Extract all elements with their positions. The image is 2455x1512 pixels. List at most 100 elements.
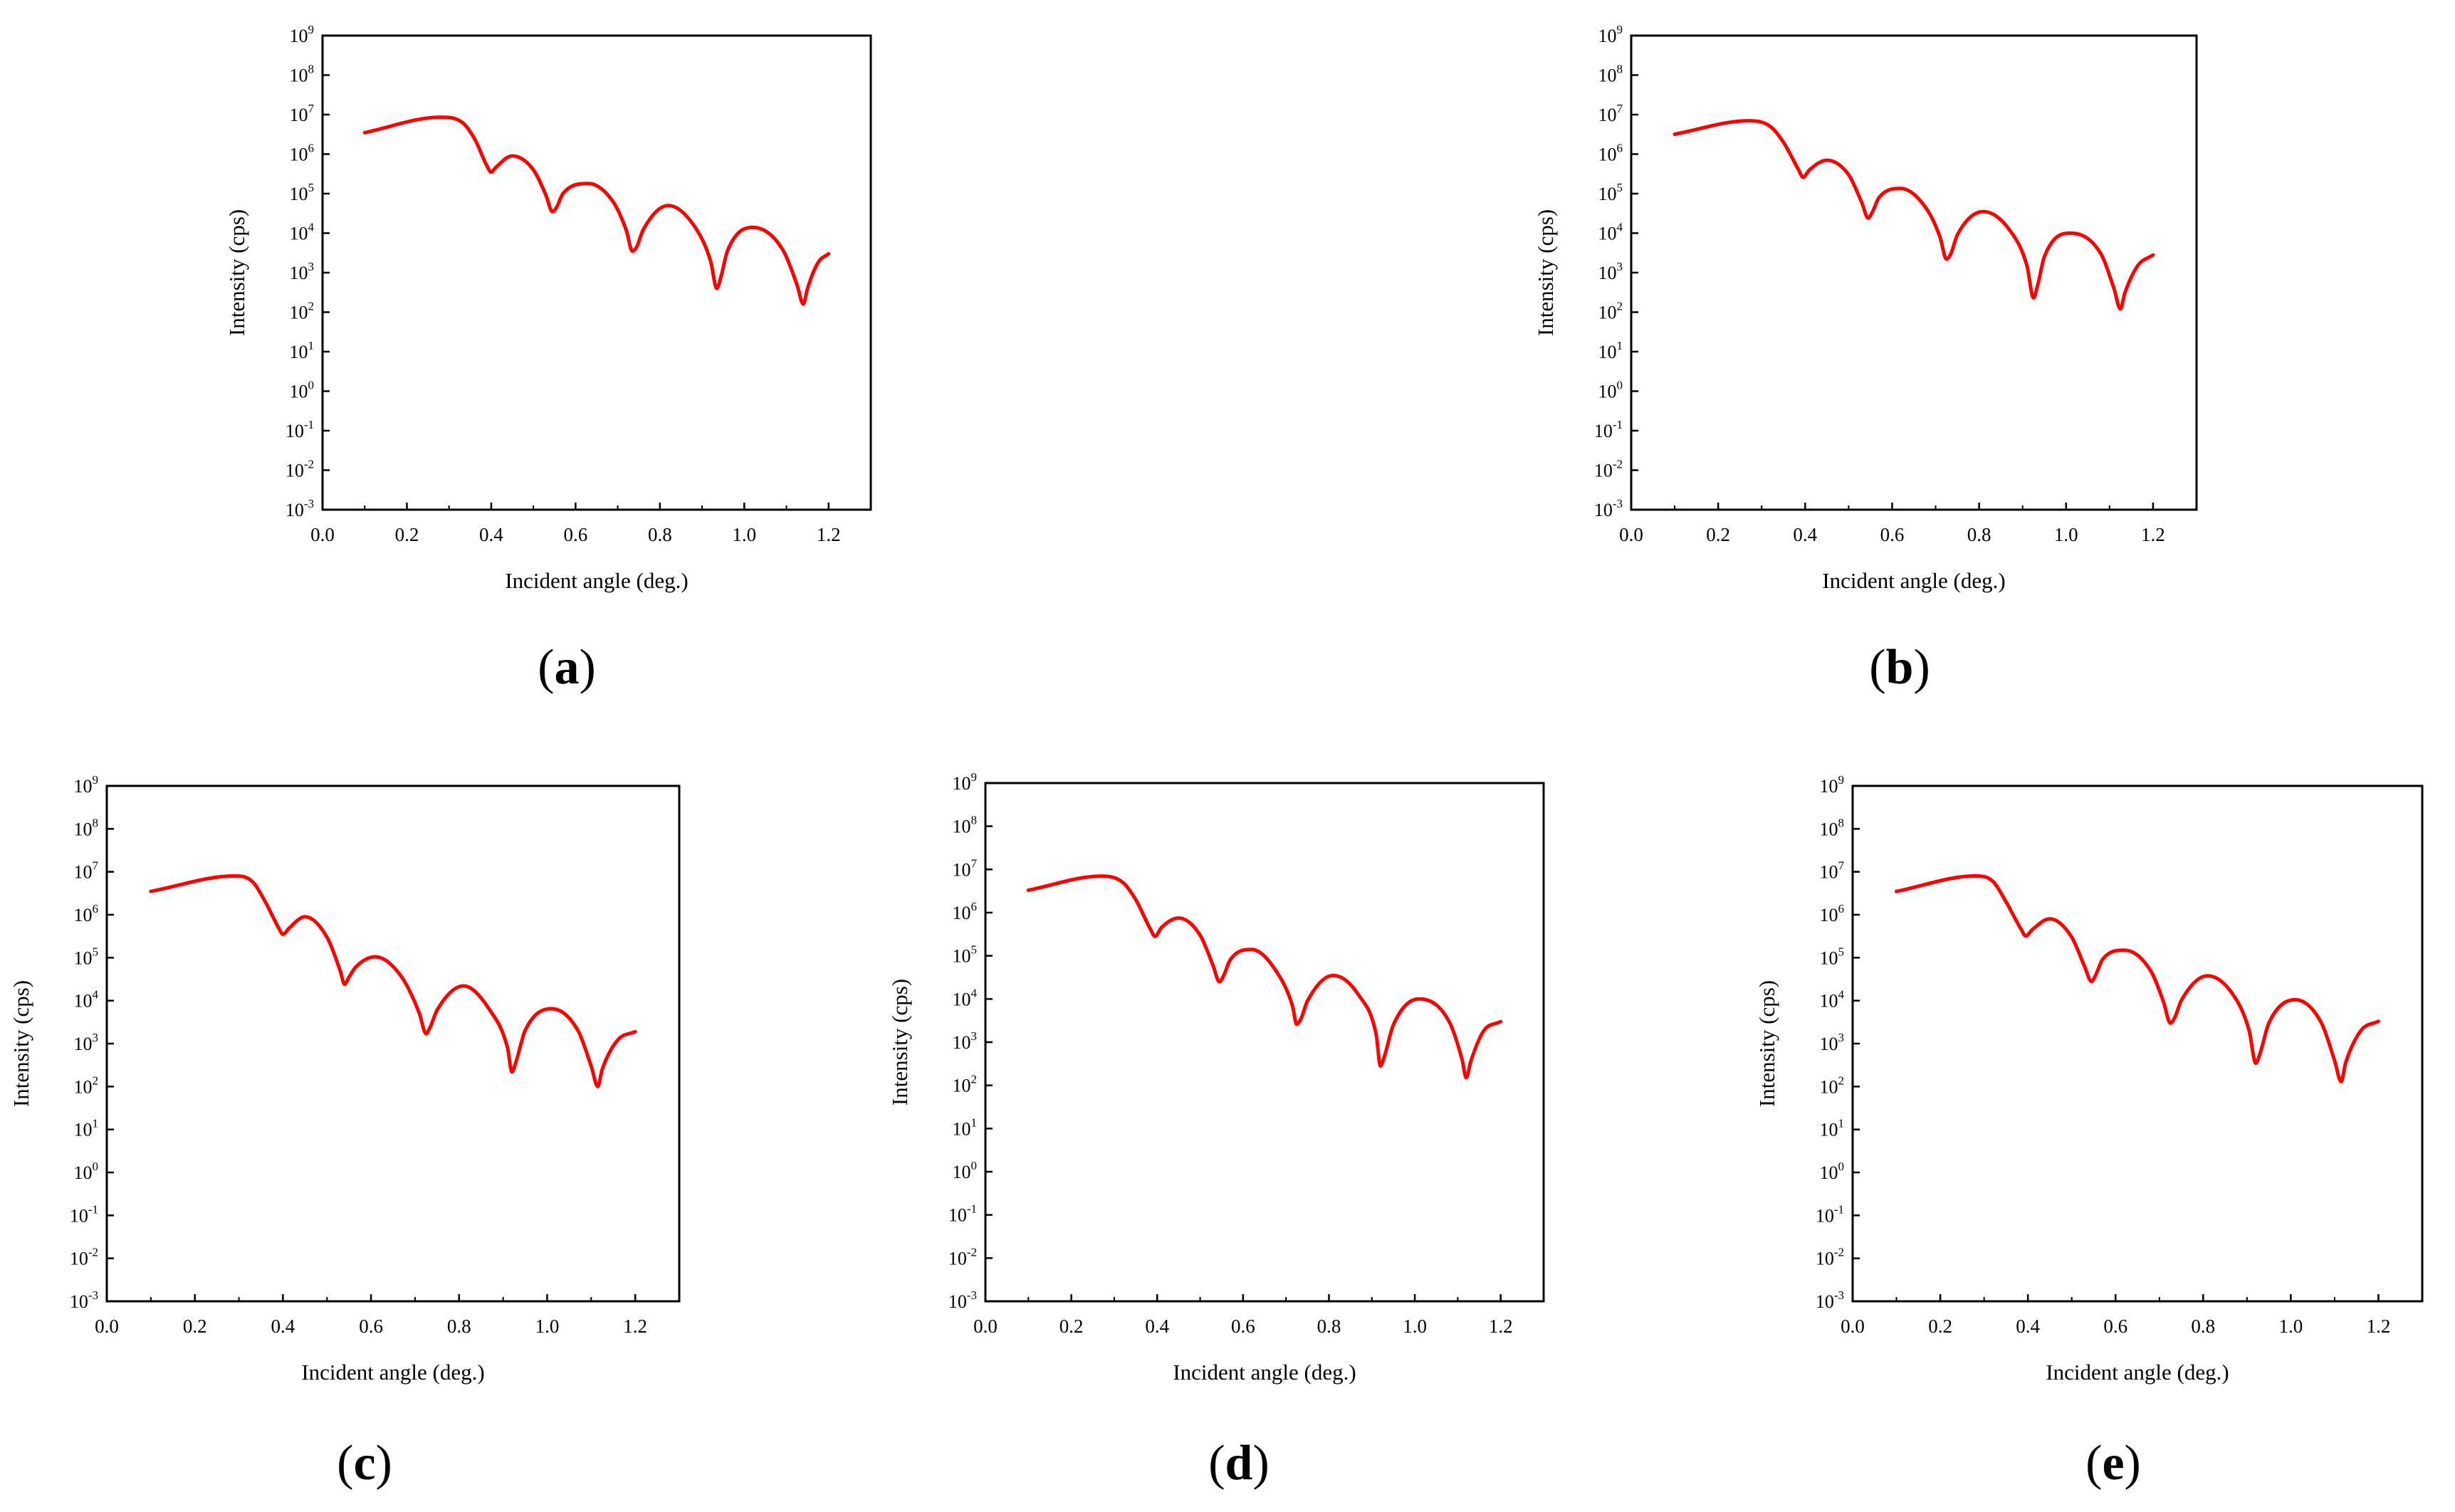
y-tick-label: 10-1 [1816, 1202, 1844, 1226]
x-tick-label: 0.8 [1317, 1316, 1341, 1337]
y-tick-label: 10-1 [286, 418, 314, 441]
y-tick-label: 104 [290, 221, 315, 244]
y-tick-label: 107 [290, 102, 315, 125]
x-axis-title: Incident angle (deg.) [301, 1360, 484, 1385]
y-tick-label: 104 [1598, 221, 1623, 244]
y-tick-label: 109 [290, 23, 315, 46]
y-tick-label: 105 [953, 943, 978, 967]
y-tick-label: 10-1 [70, 1202, 98, 1226]
y-tick-label: 103 [290, 260, 315, 283]
x-tick-label: 0.0 [973, 1316, 998, 1337]
x-tick-label: 0.2 [1928, 1316, 1952, 1337]
x-tick-label: 1.0 [2054, 524, 2078, 545]
y-tick-label: 106 [1820, 902, 1845, 925]
panel-a: 0.0 0.2 0.4 0.6 0.8 1.0 1.2 10-3 10-2 10-1 100 101 1… [224, 23, 872, 695]
x-axis-title: Incident angle (deg.) [2046, 1360, 2229, 1385]
y-tick-label: 102 [74, 1073, 99, 1097]
x-tick-label: 1.2 [2367, 1316, 2391, 1337]
y-tick-label: 100 [290, 379, 315, 402]
x-tick-label: 0.2 [183, 1316, 207, 1337]
x-tick-label: 0.0 [1841, 1316, 1865, 1337]
y-tick-label: 107 [1598, 102, 1623, 125]
x-tick-label: 0.8 [1967, 524, 1991, 545]
x-tick-label: 0.2 [1059, 1316, 1084, 1337]
y-axis-title: Intensity (cps) [224, 209, 249, 336]
y-tick-label: 101 [1820, 1117, 1845, 1140]
panel-d: 0.0 0.2 0.4 0.6 0.8 1.0 1.2 10-3 10-2 10-1 100 101 1… [887, 770, 1545, 1491]
y-tick-label: 105 [74, 945, 99, 968]
x-tick-label: 0.6 [1231, 1316, 1255, 1337]
x-tick-label: 0.4 [2016, 1316, 2040, 1337]
y-tick-label: 106 [74, 902, 99, 925]
x-tick-label: 0.0 [95, 1316, 119, 1337]
y-tick-label: 109 [1598, 23, 1623, 46]
x-tick-label: 0.4 [1793, 524, 1817, 545]
y-tick-label: 109 [1820, 773, 1845, 797]
y-tick-label: 102 [290, 300, 315, 323]
series-line-reflectivity [1673, 119, 2155, 311]
panel-label: (e) [2085, 1436, 2141, 1491]
x-tick-label: 0.6 [2103, 1316, 2127, 1337]
y-tick-label: 10-3 [1816, 1288, 1844, 1312]
y-tick-label: 100 [74, 1160, 99, 1183]
plot-frame [105, 784, 681, 1303]
x-axis-title: Incident angle (deg.) [1822, 568, 2005, 593]
y-tick-label: 105 [1598, 181, 1623, 204]
y-tick-label: 101 [74, 1117, 99, 1140]
series-line-reflectivity [149, 874, 637, 1088]
y-tick-label: 10-1 [1594, 418, 1623, 441]
y-axis-title: Intensity (cps) [1533, 209, 1558, 336]
x-tick-label: 0.8 [2191, 1316, 2215, 1337]
y-tick-label: 100 [1598, 379, 1623, 402]
y-tick-label: 103 [953, 1029, 978, 1053]
y-tick-label: 10-3 [70, 1288, 98, 1312]
y-tick-label: 109 [74, 773, 99, 797]
y-axis-title: Intensity (cps) [887, 979, 912, 1106]
x-tick-label: 1.2 [817, 524, 841, 545]
y-tick-label: 108 [1820, 816, 1845, 839]
y-tick-label: 101 [1598, 339, 1623, 362]
x-tick-label: 0.6 [564, 524, 588, 545]
x-tick-label: 1.0 [535, 1316, 560, 1337]
y-tick-label: 108 [290, 63, 315, 86]
y-axis-title: Intensity (cps) [1754, 980, 1779, 1107]
panel-e: 0.0 0.2 0.4 0.6 0.8 1.0 1.2 10-3 10-2 10-1 100 101 1… [1754, 773, 2424, 1491]
plot-frame [1630, 34, 2198, 511]
y-tick-label: 10-2 [70, 1246, 98, 1269]
y-axis-title: Intensity (cps) [9, 980, 33, 1107]
x-tick-label: 0.8 [447, 1316, 471, 1337]
y-tick-label: 106 [953, 900, 978, 923]
plot-frame [984, 782, 1545, 1303]
y-tick-label: 108 [74, 816, 99, 839]
y-tick-label: 107 [1820, 859, 1845, 883]
y-tick-label: 106 [1598, 142, 1623, 165]
x-tick-label: 0.0 [310, 524, 335, 545]
y-tick-label: 10-2 [948, 1245, 977, 1269]
y-tick-label: 107 [74, 859, 99, 883]
y-tick-label: 10-3 [1594, 497, 1623, 520]
y-tick-label: 102 [953, 1073, 978, 1096]
y-tick-label: 105 [1820, 945, 1845, 968]
y-tick-label: 100 [953, 1159, 978, 1182]
panel-c: 0.0 0.2 0.4 0.6 0.8 1.0 1.2 10-3 10-2 10-1 100 101 1… [9, 773, 681, 1491]
x-tick-label: 1.2 [2141, 524, 2165, 545]
y-tick-label: 100 [1820, 1160, 1845, 1183]
x-tick-label: 0.2 [395, 524, 419, 545]
panel-label: (a) [538, 640, 596, 695]
x-tick-label: 0.2 [1706, 524, 1730, 545]
y-tick-label: 10-2 [1594, 458, 1623, 481]
x-tick-label: 0.6 [359, 1316, 383, 1337]
y-tick-label: 102 [1820, 1073, 1845, 1097]
panel-label: (d) [1208, 1436, 1270, 1491]
x-tick-label: 1.2 [1489, 1316, 1513, 1337]
x-tick-label: 0.4 [271, 1316, 295, 1337]
plot-frame [1851, 784, 2424, 1303]
y-tick-label: 106 [290, 142, 315, 165]
x-tick-label: 0.4 [479, 524, 503, 545]
y-tick-label: 10-3 [286, 497, 314, 520]
y-tick-label: 103 [1598, 260, 1623, 283]
x-tick-label: 1.0 [2279, 1316, 2303, 1337]
y-tick-label: 104 [74, 988, 99, 1012]
x-axis-title: Incident angle (deg.) [505, 568, 688, 593]
x-tick-label: 0.6 [1880, 524, 1905, 545]
